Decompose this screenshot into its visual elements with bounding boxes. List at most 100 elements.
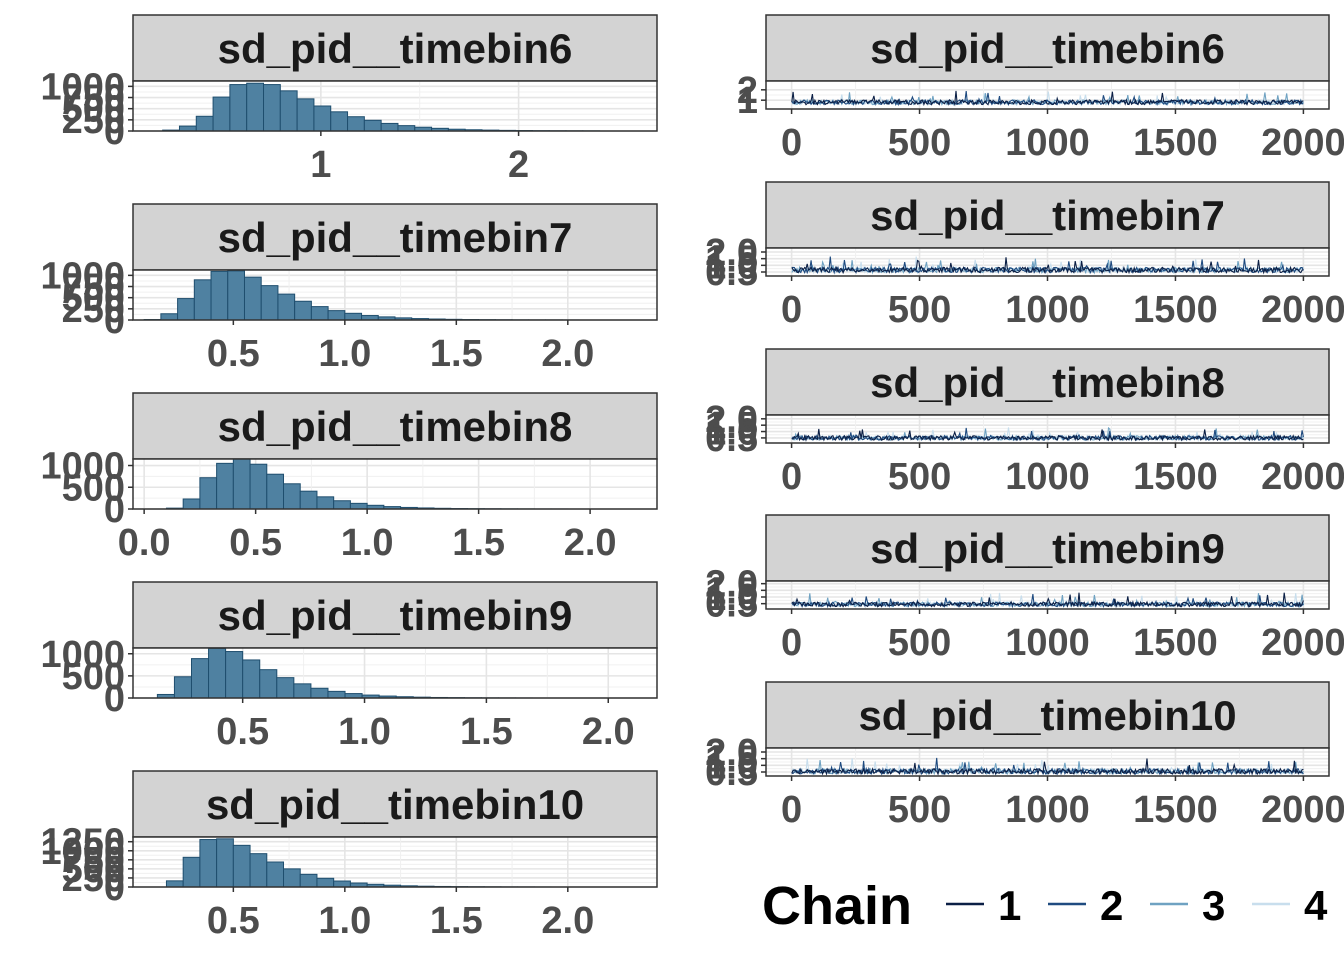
x-tick-label: 1.0 <box>318 333 371 375</box>
facet-title: sd_pid__timebin7 <box>218 214 573 261</box>
histogram-bar <box>283 868 301 887</box>
x-tick-label: 1000 <box>1005 789 1090 831</box>
histogram-bar <box>160 313 179 320</box>
x-tick-label: 500 <box>888 622 951 664</box>
x-tick-label: 2000 <box>1261 622 1344 664</box>
y-tick-label: 250 <box>62 289 125 331</box>
legend-label-3: 3 <box>1202 882 1225 929</box>
histogram-bar <box>380 122 399 131</box>
facet-title: sd_pid__timebin6 <box>218 25 573 72</box>
x-tick-label: 2000 <box>1261 789 1344 831</box>
y-tick-label: 0 <box>104 300 125 342</box>
y-tick-label: 1.5 <box>705 405 758 447</box>
trace-line-chain-1 <box>791 592 1304 609</box>
histogram-bar <box>330 111 349 131</box>
histogram-bar <box>242 659 261 698</box>
trace-lines <box>791 426 1304 443</box>
histogram-bar <box>363 119 382 131</box>
facet-strip <box>132 581 658 649</box>
histogram-bar <box>232 459 251 509</box>
histogram-bar <box>333 880 351 887</box>
x-tick-label: 0.5 <box>207 900 260 942</box>
histogram-bar <box>216 838 234 887</box>
legend-title: Chain <box>762 876 912 936</box>
y-tick-label: 1000 <box>40 446 125 488</box>
y-tick-label: 1.0 <box>705 745 758 787</box>
y-tick-label: 1000 <box>40 831 125 873</box>
trace-panel-4: sd_pid__timebin9 0.51.01.52.0 0 500 1000 1500… <box>705 514 1344 664</box>
histogram-bar <box>313 105 332 131</box>
histogram-bar <box>266 473 285 509</box>
facet-strip <box>765 514 1330 582</box>
histogram-bar <box>263 84 281 131</box>
histogram-bar <box>349 502 368 509</box>
facet-strip <box>132 14 658 82</box>
histogram-bar <box>225 651 244 698</box>
histogram-bar <box>182 498 201 509</box>
y-tick-label: 0 <box>104 867 125 909</box>
histogram-bar <box>165 880 184 887</box>
histogram-bars <box>165 838 552 887</box>
histogram-bar <box>333 500 351 509</box>
panel-border <box>132 80 658 132</box>
trace-line-chain-2 <box>791 427 1304 442</box>
facet-title: sd_pid__timebin7 <box>870 192 1225 239</box>
y-tick-label: 750 <box>62 267 125 309</box>
histogram-bar <box>266 861 285 887</box>
legend-label-2: 2 <box>1100 882 1123 929</box>
histogram-bar <box>397 125 416 131</box>
x-tick-label: 1500 <box>1133 289 1218 331</box>
y-tick-label: 1 <box>737 80 758 122</box>
facet-strip <box>765 14 1330 82</box>
trace-line-chain-1 <box>791 257 1304 275</box>
x-tick-label: 1500 <box>1133 789 1218 831</box>
histogram-bar <box>310 306 329 320</box>
x-tick-label: 1.5 <box>452 522 505 564</box>
histogram-bar <box>316 496 335 509</box>
y-tick-label: 2.0 <box>705 732 758 774</box>
x-tick-label: 1.5 <box>430 333 483 375</box>
y-tick-label: 0.5 <box>705 252 758 294</box>
facet-strip <box>765 348 1330 416</box>
x-tick-label: 500 <box>888 289 951 331</box>
x-tick-label: 0.0 <box>118 522 171 564</box>
y-tick-label: 0 <box>104 111 125 153</box>
y-tick-label: 1.5 <box>705 739 758 781</box>
x-tick-label: 1 <box>310 144 331 186</box>
x-tick-label: 0.5 <box>207 333 260 375</box>
x-tick-label: 1.0 <box>341 522 394 564</box>
y-tick-label: 1.0 <box>705 577 758 619</box>
y-tick-label: 0.5 <box>705 418 758 460</box>
x-tick-label: 500 <box>888 456 951 498</box>
facet-strip <box>132 203 658 271</box>
y-tick-label: 1000 <box>40 634 125 676</box>
x-tick-label: 2 <box>508 144 529 186</box>
facet-title: sd_pid__timebin9 <box>870 525 1225 572</box>
facet-strip <box>132 392 658 460</box>
x-tick-label: 1.0 <box>338 711 391 753</box>
histogram-bar <box>260 285 279 320</box>
histogram-bar <box>246 82 265 131</box>
histogram-bar <box>232 844 251 887</box>
facet-title: sd_pid__timebin10 <box>206 781 584 828</box>
histogram-bar <box>199 477 218 509</box>
x-tick-label: 1.5 <box>460 711 513 753</box>
histogram-bar <box>259 669 278 698</box>
y-tick-label: 250 <box>62 858 125 900</box>
trace-line-chain-2 <box>791 256 1304 275</box>
facet-title: sd_pid__timebin8 <box>870 359 1225 406</box>
facet-title: sd_pid__timebin10 <box>858 692 1236 739</box>
legend-label-4: 4 <box>1304 882 1328 929</box>
facet-title: sd_pid__timebin9 <box>218 592 573 639</box>
histogram-bar <box>293 683 312 698</box>
y-tick-label: 500 <box>62 467 125 509</box>
x-tick-label: 2000 <box>1261 289 1344 331</box>
y-tick-label: 500 <box>62 278 125 320</box>
trace-panel-5: sd_pid__timebin10 0.51.01.52.0 0 500 1000 150… <box>705 681 1344 831</box>
y-tick-label: 1.5 <box>705 570 758 612</box>
histogram-bar <box>243 276 262 320</box>
y-tick-label: 0 <box>104 678 125 720</box>
facet-title: sd_pid__timebin6 <box>870 25 1225 72</box>
